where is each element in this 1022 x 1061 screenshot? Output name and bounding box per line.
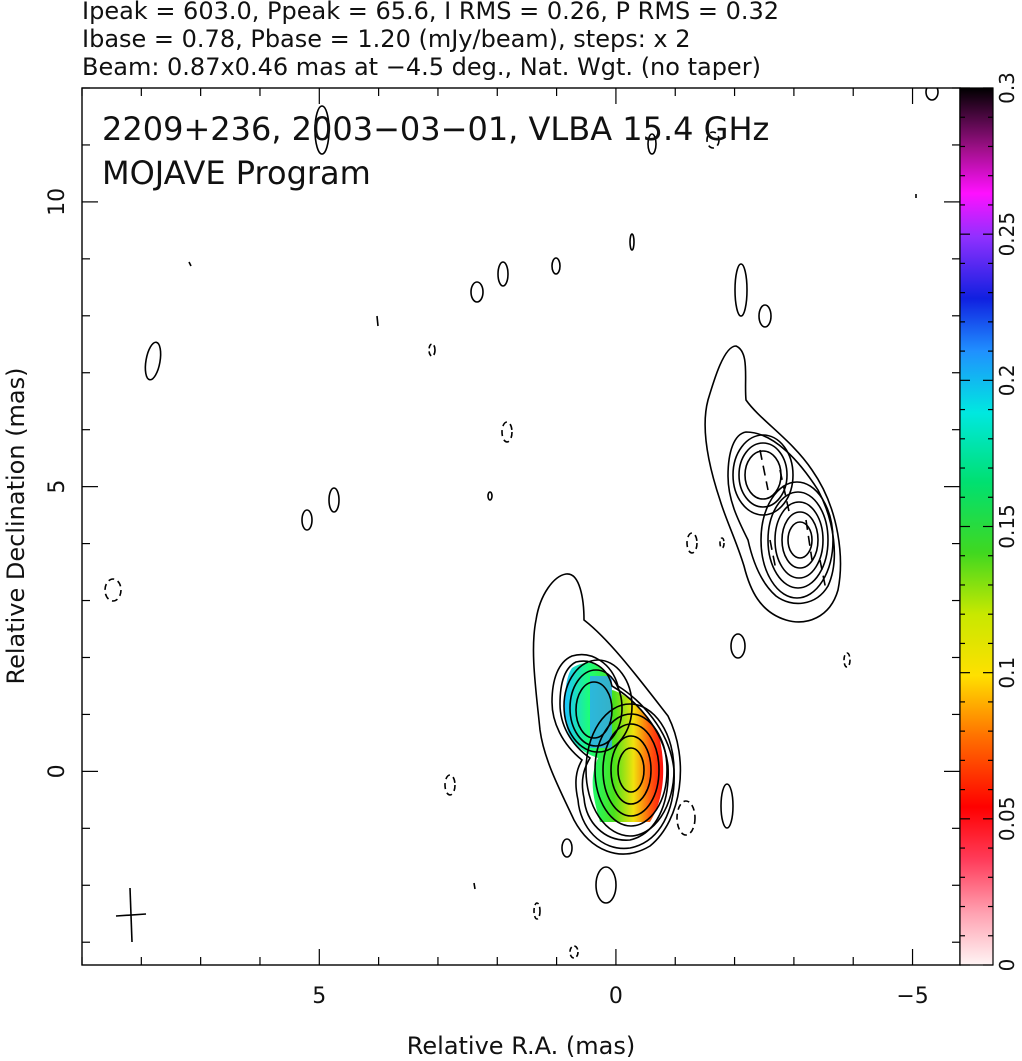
y-axis-label: Relative Declination (mas) — [2, 367, 30, 684]
colorbar-tick-labels: 0 0.05 0.1 0.15 0.2 0.25 0.3 — [995, 72, 1019, 971]
x-tick-label: 5 — [312, 984, 326, 1009]
x-tick-label: 0 — [609, 984, 623, 1009]
colorbar-tick-label: 0.05 — [995, 797, 1019, 842]
y-tick-label: 0 — [45, 764, 70, 778]
header-line-3: Beam: 0.87x0.46 mas at −4.5 deg., Nat. W… — [82, 53, 761, 81]
y-tick-label: 5 — [45, 480, 70, 494]
colorbar-tick-label: 0.15 — [995, 504, 1019, 549]
colorbar-tick-label: 0.2 — [995, 364, 1019, 396]
plot-frame — [81, 87, 961, 966]
y-axis-ticks — [82, 87, 960, 943]
colorbar-tick-label: 0 — [995, 959, 1019, 972]
intensity-contours — [104, 88, 939, 959]
program-annotation: MOJAVE Program — [102, 154, 371, 192]
y-axis-tick-labels: 0 5 10 — [45, 188, 70, 778]
colorbar-tick-label: 0.1 — [995, 657, 1019, 689]
x-axis-ticks — [81, 88, 914, 965]
x-axis-label: Relative R.A. (mas) — [407, 1032, 635, 1060]
colorbar-ticks — [960, 87, 993, 966]
colorbar-tick-label: 0.25 — [995, 212, 1019, 257]
header-line-2: Ibase = 0.78, Pbase = 1.20 (mJy/beam), s… — [82, 25, 691, 53]
source-annotation: 2209+236, 2003−03−01, VLBA 15.4 GHz — [102, 110, 769, 148]
y-tick-label: 10 — [45, 188, 70, 216]
beam-symbol — [115, 887, 147, 943]
x-axis-tick-labels: 5 0 −5 — [312, 984, 928, 1009]
header-line-1: Ipeak = 603.0, Ppeak = 65.6, I RMS = 0.2… — [82, 0, 779, 25]
x-tick-label: −5 — [896, 984, 928, 1009]
colorbar-tick-label: 0.3 — [995, 72, 1019, 104]
